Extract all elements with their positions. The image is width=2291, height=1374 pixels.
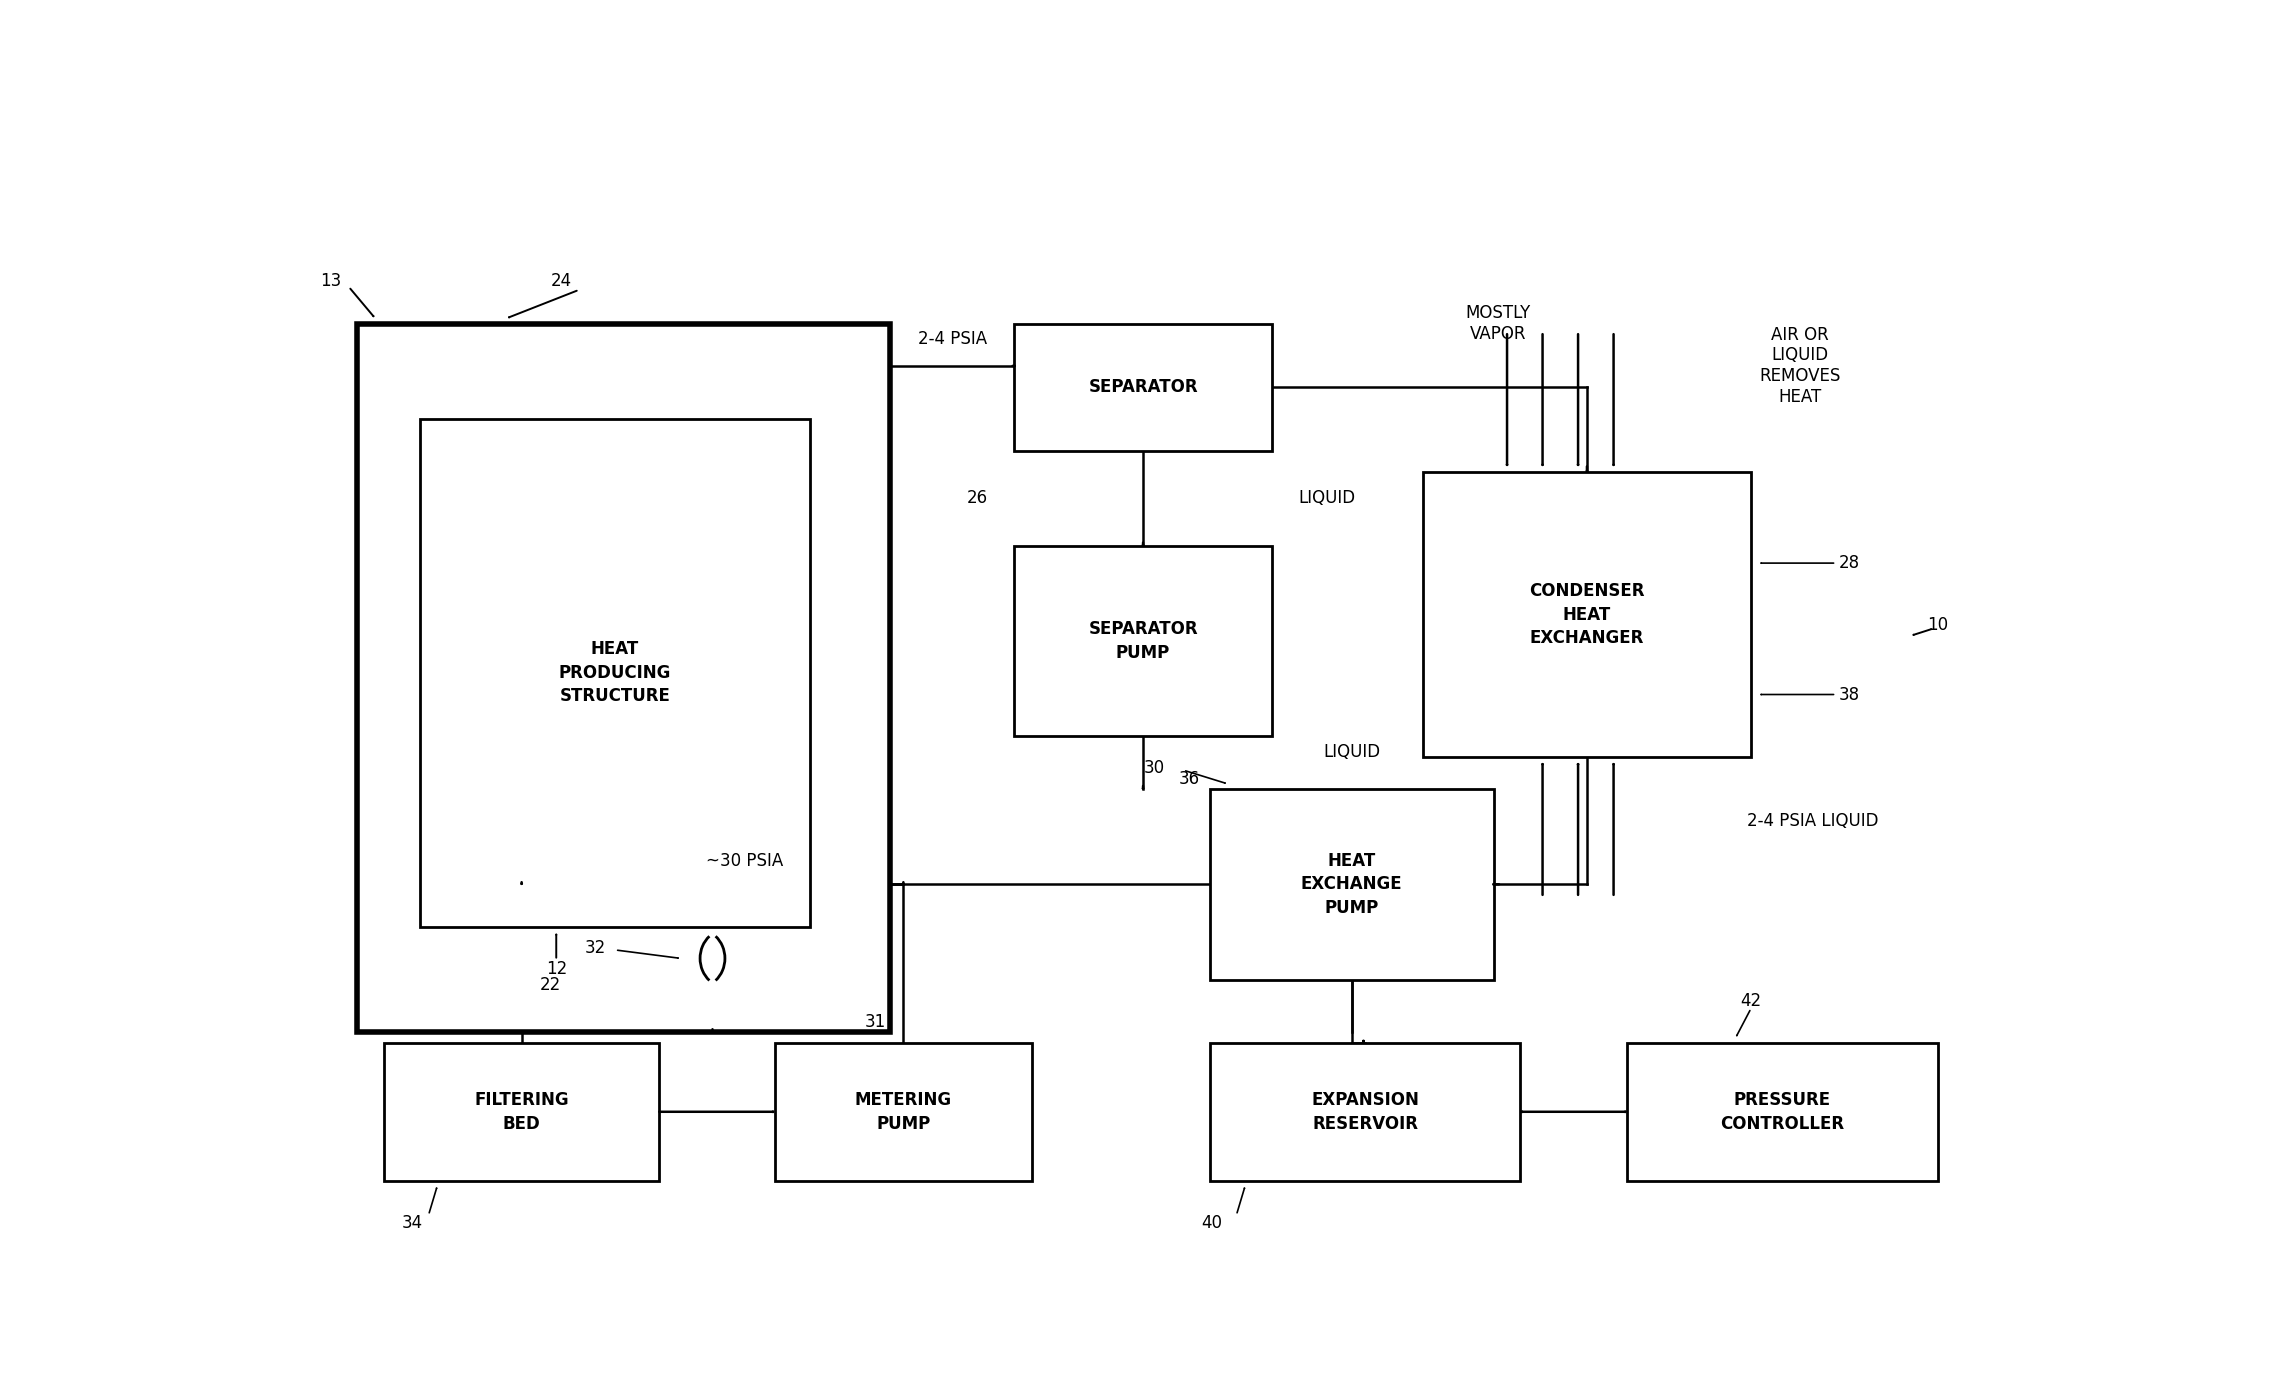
- Text: 40: 40: [1200, 1213, 1221, 1232]
- Text: LIQUID: LIQUID: [1299, 489, 1356, 507]
- Text: 34: 34: [401, 1213, 424, 1232]
- Bar: [357, 323, 889, 1032]
- Text: 24: 24: [552, 272, 573, 290]
- Text: 26: 26: [967, 489, 987, 507]
- Text: METERING
PUMP: METERING PUMP: [855, 1091, 953, 1132]
- Bar: [1627, 1043, 1938, 1180]
- Text: HEAT
PRODUCING
STRUCTURE: HEAT PRODUCING STRUCTURE: [559, 640, 671, 705]
- Bar: [1423, 471, 1750, 757]
- Bar: [1210, 789, 1494, 980]
- Text: MOSTLY
VAPOR: MOSTLY VAPOR: [1466, 304, 1530, 344]
- Text: 28: 28: [1837, 554, 1860, 572]
- Text: SEPARATOR
PUMP: SEPARATOR PUMP: [1088, 620, 1198, 662]
- Bar: [385, 1043, 660, 1180]
- Text: 13: 13: [321, 272, 341, 290]
- Bar: [774, 1043, 1033, 1180]
- Text: EXPANSION
RESERVOIR: EXPANSION RESERVOIR: [1310, 1091, 1418, 1132]
- Text: 36: 36: [1178, 769, 1200, 787]
- Text: 2-4 PSIA LIQUID: 2-4 PSIA LIQUID: [1746, 812, 1879, 830]
- Text: 12: 12: [545, 960, 566, 978]
- Text: 2-4 PSIA: 2-4 PSIA: [919, 330, 987, 349]
- Text: ~30 PSIA: ~30 PSIA: [706, 852, 784, 870]
- Text: SEPARATOR: SEPARATOR: [1088, 378, 1198, 396]
- Text: HEAT
EXCHANGE
PUMP: HEAT EXCHANGE PUMP: [1301, 852, 1402, 916]
- Text: PRESSURE
CONTROLLER: PRESSURE CONTROLLER: [1721, 1091, 1844, 1132]
- Text: 31: 31: [864, 1013, 887, 1030]
- Text: AIR OR
LIQUID
REMOVES
HEAT: AIR OR LIQUID REMOVES HEAT: [1759, 326, 1840, 407]
- Bar: [1015, 545, 1272, 736]
- Text: FILTERING
BED: FILTERING BED: [474, 1091, 568, 1132]
- Text: 42: 42: [1741, 992, 1762, 1010]
- Bar: [1210, 1043, 1521, 1180]
- Text: 38: 38: [1837, 686, 1860, 703]
- Text: 22: 22: [538, 976, 561, 993]
- Bar: [1015, 323, 1272, 451]
- Text: 30: 30: [1143, 758, 1166, 776]
- Text: 10: 10: [1927, 616, 1947, 635]
- Text: CONDENSER
HEAT
EXCHANGER: CONDENSER HEAT EXCHANGER: [1528, 583, 1645, 647]
- Bar: [419, 419, 811, 926]
- Text: 32: 32: [584, 938, 605, 956]
- Text: LIQUID: LIQUID: [1324, 743, 1379, 761]
